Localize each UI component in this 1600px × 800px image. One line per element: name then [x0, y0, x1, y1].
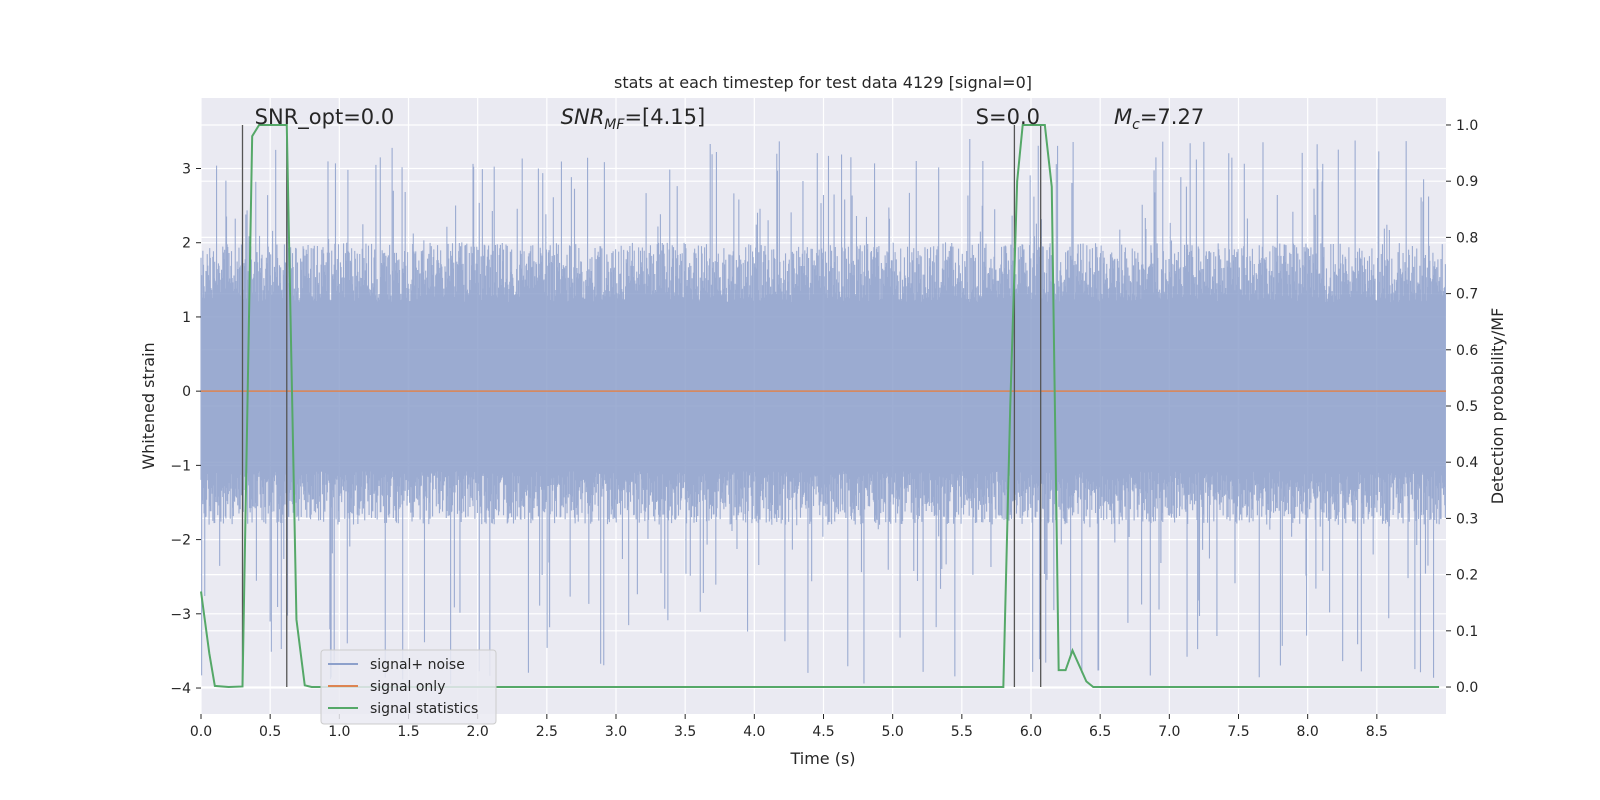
y-tick-label: 1	[182, 310, 191, 326]
y2-tick-label: 0.8	[1456, 230, 1478, 246]
y2-tick-label: 0.1	[1456, 624, 1478, 640]
y-axis-ticks: −4 −3 −2 −1 0 1 2 3	[170, 162, 201, 697]
x-tick-label: 3.5	[674, 724, 696, 740]
x-tick-label: 8.5	[1366, 724, 1388, 740]
signal-statistics-series	[200, 123, 1440, 689]
legend-label-signal-only: signal only	[370, 679, 445, 695]
x-tick-label: 2.5	[536, 724, 558, 740]
x-tick-label: 6.5	[1089, 724, 1111, 740]
y-tick-label: −3	[170, 607, 191, 623]
legend-label-signal-statistics: signal statistics	[370, 701, 478, 717]
legend: signal+ noise signal only signal statist…	[320, 649, 497, 725]
annotations: SNR_opt=0.0 SNRMF=[4.15] S=0.0 Mc=7.27	[255, 105, 1205, 133]
y-axis-label: Whitened strain	[139, 342, 158, 469]
y2-tick-label: 0.9	[1456, 174, 1478, 190]
y-tick-label: −2	[170, 533, 191, 549]
y-tick-label: −1	[170, 458, 191, 474]
signal-statistics-line	[200, 123, 1440, 689]
y-tick-label: 3	[182, 162, 191, 178]
x-tick-label: 1.0	[328, 724, 350, 740]
y-tick-label: 0	[182, 384, 191, 400]
vertical-markers	[241, 124, 1042, 688]
x-tick-label: 5.0	[882, 724, 904, 740]
x-tick-label: 0.5	[259, 724, 281, 740]
x-tick-label: 4.5	[812, 724, 834, 740]
y2-tick-label: 0.5	[1456, 399, 1478, 415]
x-tick-label: 4.0	[743, 724, 765, 740]
x-tick-label: 1.5	[397, 724, 419, 740]
y2-tick-label: 0.7	[1456, 287, 1478, 303]
y2-tick-label: 0.0	[1456, 680, 1478, 696]
x-tick-label: 6.0	[1020, 724, 1042, 740]
y2-tick-label: 0.2	[1456, 568, 1478, 584]
annotation-text: SNRMF=[4.15]	[561, 105, 706, 133]
x-tick-label: 0.0	[190, 724, 212, 740]
y-tick-label: −4	[170, 681, 191, 697]
chart-title: stats at each timestep for test data 412…	[614, 73, 1032, 92]
annotation-text: S=0.0	[976, 105, 1040, 129]
y2-tick-label: 0.4	[1456, 455, 1478, 471]
x-axis-ticks: 0.0 0.5 1.0 1.5 2.0 2.5 3.0 3.5 4.0 4.5 5.0 5.5 6.0 6…	[190, 714, 1388, 740]
y2-tick-label: 0.6	[1456, 343, 1478, 359]
y2-axis-ticks: 0.0 0.1 0.2 0.3 0.4 0.5 0.6 0.7 0.8 0.9 1.0	[1446, 118, 1478, 696]
x-tick-label: 3.0	[605, 724, 627, 740]
legend-box	[320, 649, 497, 725]
legend-label-signal-noise: signal+ noise	[370, 657, 465, 673]
y2-axis-label: Detection probability/MF	[1488, 308, 1507, 505]
x-tick-label: 8.0	[1297, 724, 1319, 740]
annotation-text: SNR_opt=0.0	[255, 105, 395, 130]
x-axis-label: Time (s)	[789, 749, 855, 768]
x-tick-label: 5.5	[951, 724, 973, 740]
x-tick-label: 7.0	[1158, 724, 1180, 740]
y-tick-label: 2	[182, 236, 191, 252]
y2-tick-label: 1.0	[1456, 118, 1478, 134]
x-tick-label: 7.5	[1227, 724, 1249, 740]
y2-tick-label: 0.3	[1456, 511, 1478, 527]
x-tick-label: 2.0	[467, 724, 489, 740]
annotation-text: Mc=7.27	[1114, 105, 1204, 133]
